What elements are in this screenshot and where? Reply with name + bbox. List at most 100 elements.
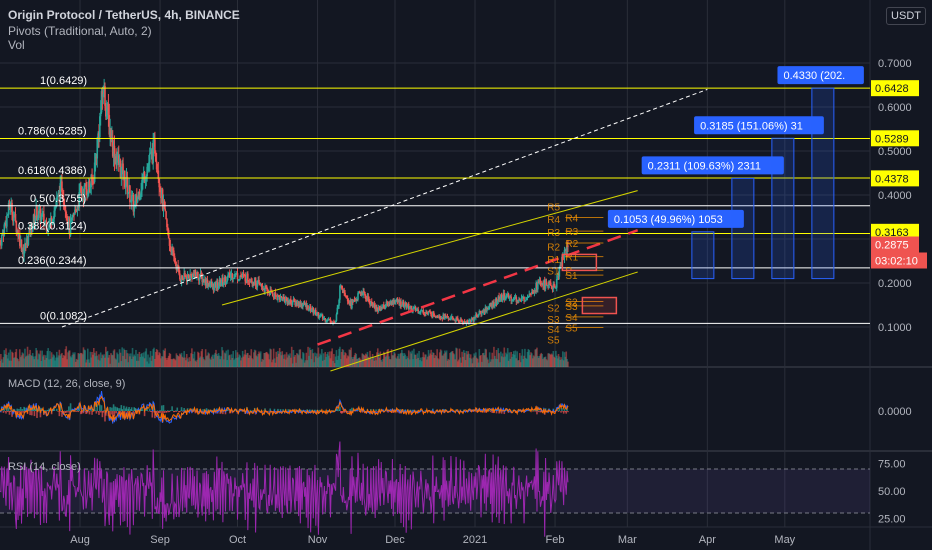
- candle-body: [407, 303, 409, 307]
- volume-bar: [139, 357, 142, 367]
- macd-bar: [327, 410, 329, 411]
- volume-bar: [327, 352, 329, 367]
- volume-bar: [36, 350, 38, 367]
- candle-body: [276, 296, 278, 300]
- candle-body: [405, 302, 407, 308]
- candle-body: [552, 283, 555, 290]
- candle-body: [462, 321, 464, 324]
- pivot-label: R2: [547, 242, 560, 253]
- volume-bar: [363, 354, 365, 367]
- macd-bar: [411, 410, 413, 411]
- candle-body: [241, 273, 244, 277]
- candle-body: [428, 311, 431, 313]
- candle-body: [555, 287, 557, 289]
- volume-bar: [225, 350, 228, 367]
- macd-bar: [167, 410, 169, 411]
- volume-bar: [461, 351, 463, 367]
- fib-level-label: 0(0.1082): [40, 310, 87, 322]
- volume-bar: [216, 354, 218, 367]
- macd-bar: [279, 409, 282, 411]
- volume-bar: [90, 357, 93, 367]
- volume-bar: [136, 360, 138, 367]
- volume-bar: [326, 354, 328, 367]
- volume-bar: [302, 352, 304, 367]
- candle-body: [533, 290, 536, 293]
- volume-bar: [231, 357, 234, 367]
- volume-bar: [550, 353, 553, 367]
- volume-bar: [62, 355, 65, 367]
- candle-body: [172, 248, 174, 251]
- volume-bar: [140, 354, 142, 367]
- volume-bar: [284, 354, 286, 367]
- volume-bar: [379, 351, 382, 367]
- candle-body: [513, 297, 516, 299]
- candle-body: [273, 292, 276, 297]
- candle-body: [520, 297, 523, 300]
- candle-body: [26, 238, 29, 245]
- volume-bar: [450, 352, 452, 367]
- volume-bar: [494, 355, 496, 367]
- macd-bar: [277, 408, 279, 411]
- candle-body: [136, 196, 139, 202]
- volume-bar: [426, 356, 429, 367]
- volume-bar: [266, 353, 269, 367]
- candle-body: [82, 194, 85, 199]
- volume-bar: [320, 355, 322, 367]
- macd-bar: [112, 404, 115, 411]
- macd-bar: [155, 411, 158, 414]
- candle-body: [4, 222, 6, 225]
- candle-body: [407, 303, 410, 310]
- candle-body: [59, 183, 62, 203]
- candle-body: [242, 273, 245, 275]
- candle-body: [245, 281, 247, 283]
- volume-bar: [334, 356, 337, 367]
- candle-body: [62, 192, 64, 199]
- macd-bar: [97, 411, 99, 412]
- candle-body: [207, 283, 210, 286]
- volume-bar: [80, 353, 83, 367]
- volume-bar: [25, 355, 28, 367]
- macd-bar: [130, 409, 132, 411]
- candle-body: [30, 223, 32, 235]
- candle-body: [535, 283, 537, 291]
- volume-bar: [81, 354, 84, 367]
- volume-bar: [216, 356, 219, 367]
- macd-bar: [65, 411, 68, 413]
- macd-bar: [463, 409, 465, 411]
- volume-bar: [341, 349, 344, 367]
- macd-bar: [159, 410, 161, 411]
- candle-body: [29, 227, 31, 235]
- volume-bar: [120, 361, 123, 367]
- candle-body: [125, 177, 128, 186]
- macd-bar: [498, 411, 500, 414]
- volume-bar: [237, 357, 240, 367]
- volume-bar: [138, 351, 141, 367]
- target-projection-box: [811, 87, 835, 280]
- candle-body: [334, 320, 337, 323]
- volume-bar: [457, 359, 460, 367]
- candle-body: [567, 245, 569, 247]
- volume-bar: [261, 358, 264, 367]
- candle-body: [391, 299, 394, 306]
- candle-body: [97, 133, 99, 139]
- volume-bar: [390, 349, 393, 367]
- volume-bar: [545, 359, 548, 367]
- volume-bar: [20, 355, 23, 367]
- volume-bar: [337, 355, 339, 367]
- volume-bar: [121, 347, 123, 367]
- macd-bar: [144, 410, 147, 411]
- candle-body: [293, 299, 296, 301]
- volume-bar: [254, 350, 257, 367]
- volume-bar: [100, 358, 103, 367]
- volume-bar: [558, 356, 561, 367]
- volume-bar: [396, 356, 399, 367]
- candle-body: [164, 208, 167, 212]
- volume-bar: [7, 352, 10, 367]
- candle-body: [218, 279, 221, 286]
- candle-body: [206, 279, 209, 286]
- currency-button[interactable]: USDT: [886, 7, 926, 25]
- candle-body: [548, 282, 550, 289]
- volume-bar: [347, 356, 350, 367]
- candle-body: [95, 156, 98, 159]
